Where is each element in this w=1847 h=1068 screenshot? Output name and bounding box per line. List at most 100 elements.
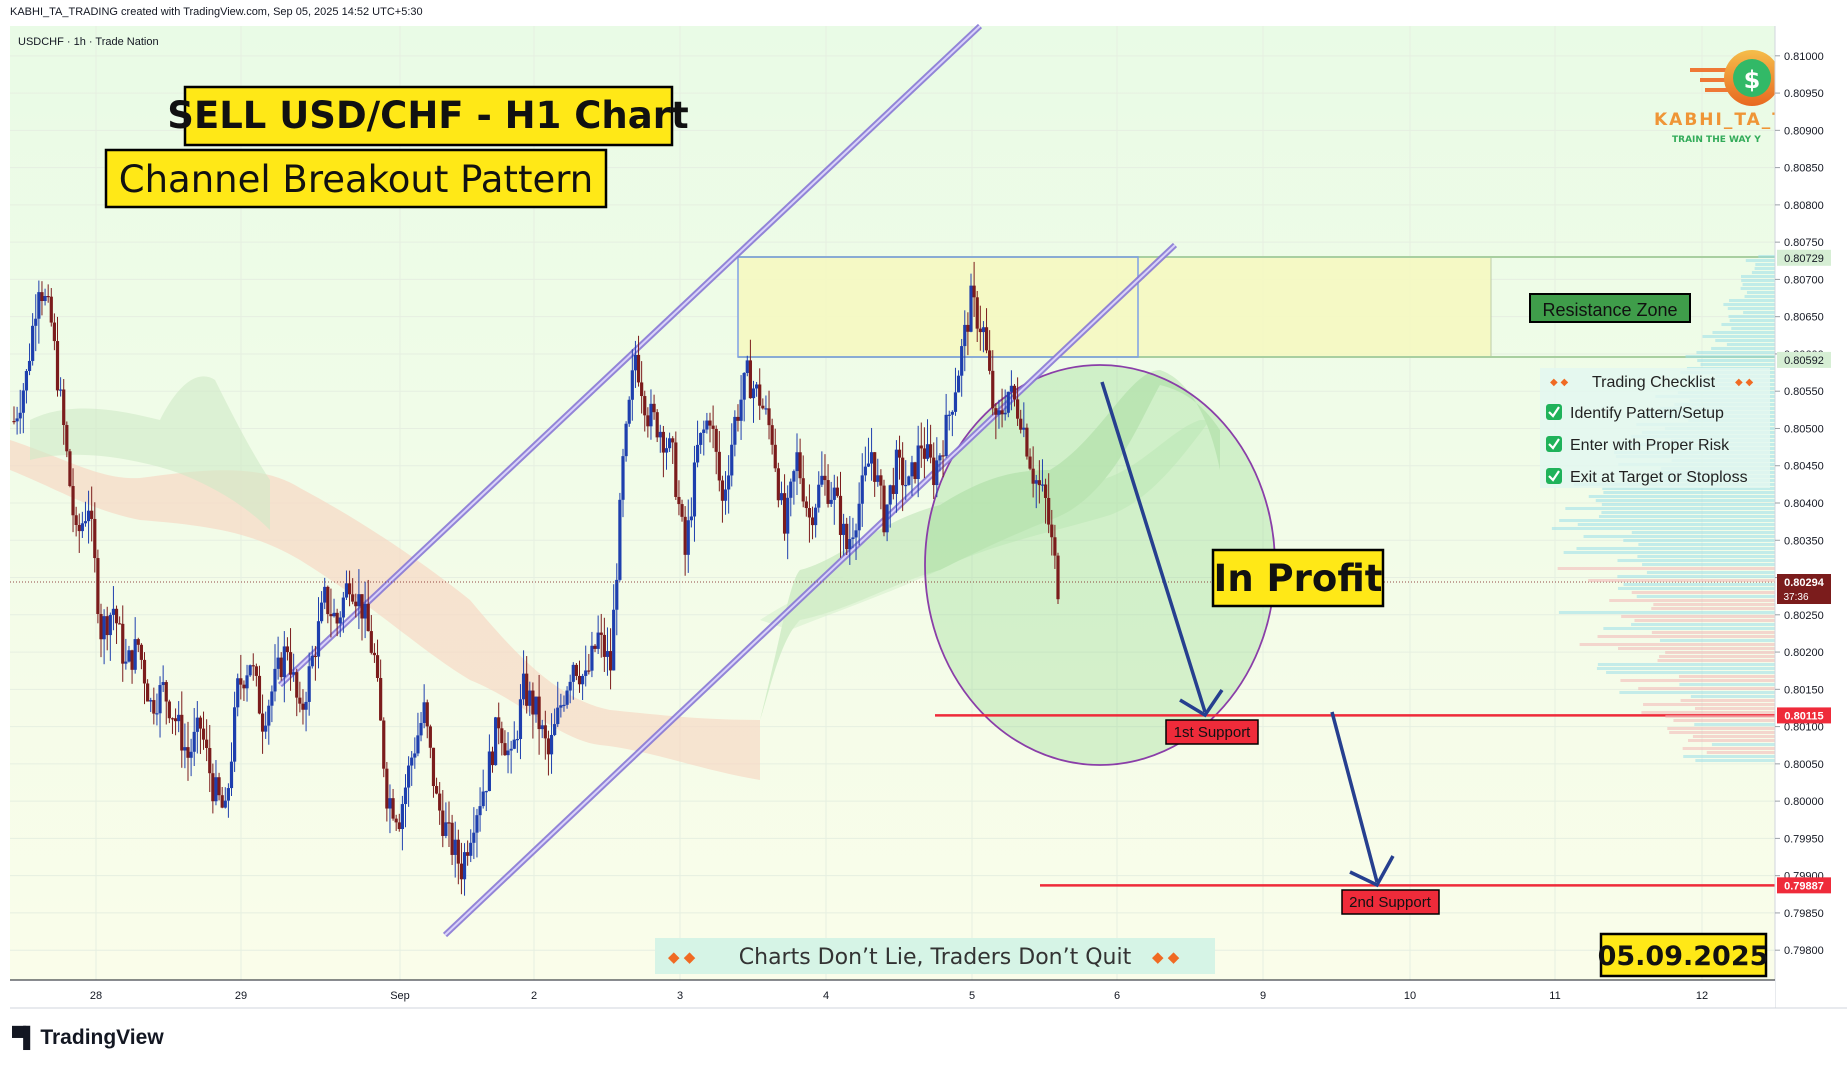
candle-body[interactable] [581, 675, 585, 685]
candle-body[interactable] [226, 788, 230, 801]
candle-body[interactable] [810, 517, 815, 526]
candle-body[interactable] [891, 485, 895, 494]
candle-body[interactable] [584, 670, 588, 676]
candle-body[interactable] [270, 691, 274, 706]
price-axis[interactable] [1775, 26, 1847, 986]
candle-body[interactable] [264, 725, 268, 732]
candle-body[interactable] [860, 475, 864, 504]
candle-body[interactable] [1047, 497, 1051, 525]
candle-body[interactable] [428, 726, 432, 748]
candle-body[interactable] [205, 739, 209, 749]
candle-body[interactable] [593, 645, 597, 649]
candle-body[interactable] [953, 392, 958, 412]
candle-body[interactable] [829, 499, 833, 504]
candle-body[interactable] [257, 675, 262, 714]
candle-body[interactable] [873, 452, 877, 482]
candle-body[interactable] [988, 350, 992, 371]
candle-body[interactable] [260, 713, 265, 732]
candle-body[interactable] [748, 360, 752, 399]
candle-body[interactable] [1053, 537, 1057, 556]
candle-body[interactable] [481, 791, 485, 807]
candle-body[interactable] [276, 657, 280, 669]
candle-body[interactable] [133, 639, 137, 670]
candle-body[interactable] [1043, 484, 1048, 498]
candle-body[interactable] [671, 438, 675, 443]
candle-body[interactable] [34, 318, 38, 326]
checklist-item-1[interactable]: Identify Pattern/Setup [1546, 404, 1724, 422]
candle-body[interactable] [636, 354, 641, 383]
candle-body[interactable] [587, 670, 591, 672]
candle-body[interactable] [975, 297, 979, 329]
candle-body[interactable] [664, 448, 669, 453]
candle-body[interactable] [105, 616, 109, 636]
candle-body[interactable] [562, 704, 566, 707]
candle-body[interactable] [807, 508, 812, 518]
candle-body[interactable] [574, 664, 578, 676]
candle-body[interactable] [668, 438, 672, 449]
candle-body[interactable] [192, 731, 196, 752]
candle-body[interactable] [177, 714, 181, 722]
candle-body[interactable] [866, 463, 871, 467]
candle-body[interactable] [761, 405, 765, 409]
candle-body[interactable] [758, 384, 762, 406]
candle-body[interactable] [932, 457, 936, 486]
candle-body[interactable] [531, 690, 535, 715]
candle-body[interactable] [68, 451, 72, 487]
candle-body[interactable] [37, 292, 41, 319]
candle-body[interactable] [490, 751, 495, 766]
candle-body[interactable] [755, 384, 759, 389]
candle-body[interactable] [441, 810, 445, 836]
tradingview-logo[interactable]: ▀▌ TradingView [12, 1026, 164, 1050]
candle-body[interactable] [372, 652, 377, 656]
candle-body[interactable] [674, 442, 678, 497]
candle-body[interactable] [254, 666, 258, 676]
candle-body[interactable] [388, 798, 392, 809]
candle-body[interactable] [568, 681, 572, 691]
candle-body[interactable] [438, 793, 442, 811]
candle-body[interactable] [714, 428, 718, 452]
candle-body[interactable] [907, 476, 911, 485]
candle-body[interactable] [978, 328, 982, 333]
candle-body[interactable] [124, 661, 128, 664]
candle-body[interactable] [888, 485, 892, 505]
candle-body[interactable] [52, 322, 56, 342]
candle-body[interactable] [223, 800, 227, 808]
candle-body[interactable] [347, 583, 352, 595]
candle-body[interactable] [863, 466, 867, 476]
candle-body[interactable] [885, 504, 889, 533]
candle-body[interactable] [1031, 468, 1035, 484]
candle-body[interactable] [804, 501, 808, 509]
candle-body[interactable] [298, 697, 302, 704]
candle-body[interactable] [55, 341, 60, 391]
candle-body[interactable] [335, 612, 339, 624]
candle-body[interactable] [198, 717, 203, 729]
candle-body[interactable] [494, 717, 498, 766]
candle-body[interactable] [963, 324, 967, 347]
candle-body[interactable] [114, 608, 119, 624]
candle-body[interactable] [845, 523, 849, 550]
candle-body[interactable] [31, 325, 35, 361]
candle-body[interactable] [320, 602, 324, 622]
candle-body[interactable] [425, 702, 429, 727]
candle-body[interactable] [1040, 484, 1045, 486]
candle-body[interactable] [338, 617, 342, 624]
candle-body[interactable] [394, 818, 398, 823]
candle-body[interactable] [596, 632, 600, 649]
candle-body[interactable] [366, 603, 370, 632]
candle-body[interactable] [12, 421, 16, 423]
candle-body[interactable] [229, 761, 234, 789]
candle-body[interactable] [354, 601, 358, 607]
candle-body[interactable] [913, 462, 917, 479]
candle-body[interactable] [739, 399, 743, 421]
candle-body[interactable] [49, 296, 53, 323]
candle-body[interactable] [602, 634, 606, 657]
candle-body[interactable] [624, 423, 628, 457]
candle-body[interactable] [857, 503, 861, 531]
candle-body[interactable] [99, 613, 103, 640]
candle-body[interactable] [814, 507, 818, 526]
candle-body[interactable] [379, 678, 383, 721]
candle-body[interactable] [640, 382, 644, 397]
candle-body[interactable] [618, 499, 622, 580]
candle-body[interactable] [279, 657, 283, 678]
